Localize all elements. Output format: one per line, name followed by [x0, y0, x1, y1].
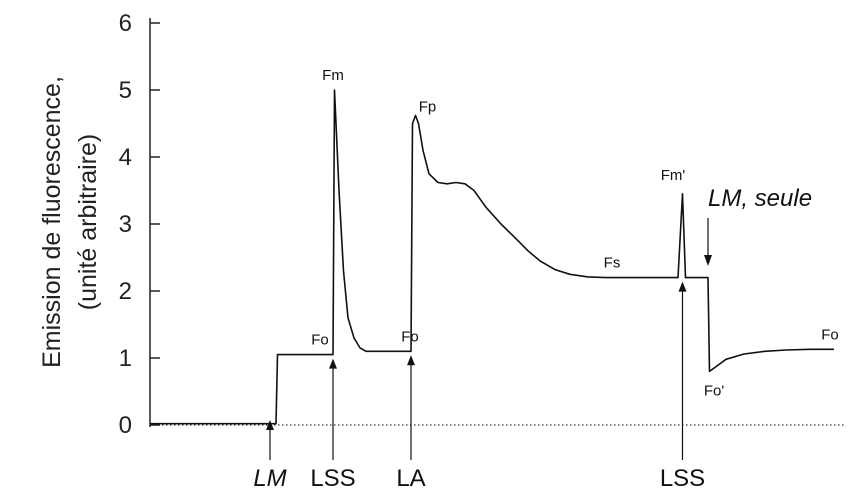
- y-axis-title-line-2: (unité arbitraire): [74, 134, 102, 310]
- annotation-label: Fo: [311, 332, 329, 349]
- event-label: LA: [396, 465, 425, 492]
- event-arrowhead: [704, 255, 712, 266]
- annotation-label: Fm': [661, 167, 686, 184]
- annotation-label: Fo: [401, 328, 419, 345]
- event-arrowhead: [329, 358, 337, 369]
- event-label: LM, seule: [708, 185, 812, 212]
- annotation-label: Fs: [604, 255, 621, 272]
- y-tick-label: 3: [119, 211, 132, 238]
- y-axis-title-line-1: Emission de fluorescence,: [38, 76, 66, 368]
- annotation-label: Fp: [419, 98, 437, 115]
- axes: 0 1 2 3 4 5 6: [119, 10, 845, 439]
- plot-area: [150, 89, 834, 425]
- annotation-label: Fo': [704, 382, 725, 399]
- y-axis-title: Emission de fluorescence, (unité arbitra…: [38, 76, 102, 368]
- annotation-layer: Fo Fm Fo Fp Fs Fm' Fo' Fo: [311, 67, 839, 399]
- y-tick-label: 1: [119, 345, 132, 372]
- event-label: LSS: [660, 465, 705, 492]
- y-tick-label: 2: [119, 278, 132, 305]
- event-layer: LM LSS LA LSS LM, seule: [253, 185, 812, 492]
- annotation-label: Fo: [821, 326, 839, 343]
- event-arrowhead: [407, 355, 415, 366]
- y-tick-label: 6: [119, 10, 132, 37]
- event-label: LM: [253, 465, 286, 492]
- y-tick-label: 5: [119, 77, 132, 104]
- event-arrowhead: [678, 281, 687, 292]
- y-tick-label: 4: [119, 144, 132, 171]
- y-tick-label: 0: [119, 412, 132, 439]
- event-label: LSS: [310, 465, 355, 492]
- fluorescence-trace: [150, 89, 834, 425]
- event-arrowhead: [266, 420, 274, 430]
- annotation-label: Fm: [322, 67, 344, 84]
